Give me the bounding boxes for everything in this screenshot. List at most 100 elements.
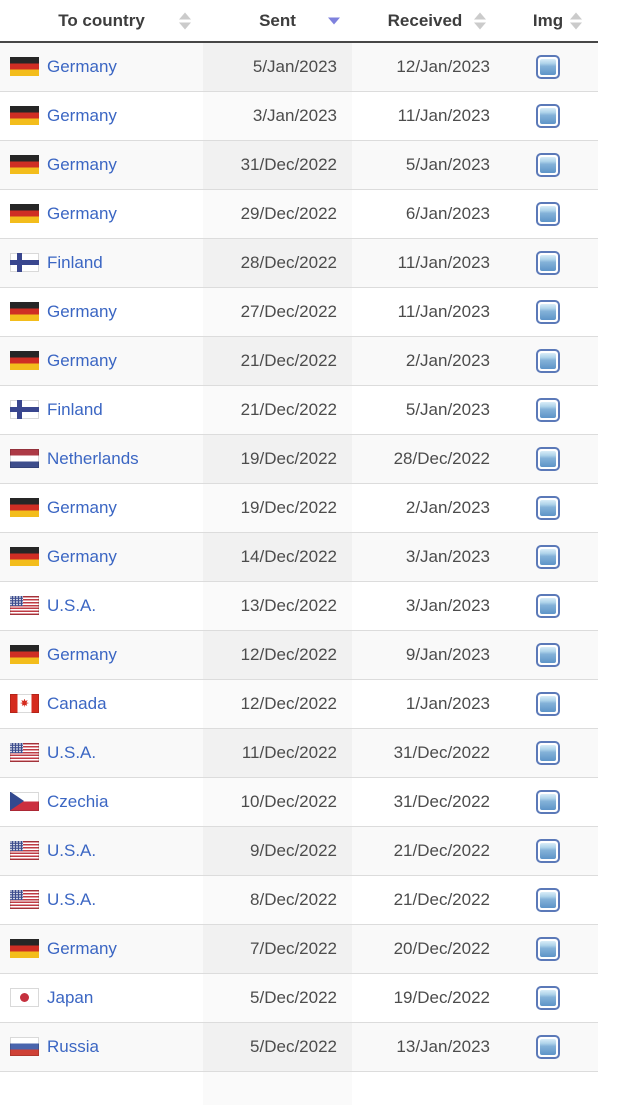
- image-thumbnail-icon[interactable]: [536, 838, 560, 863]
- image-thumbnail-icon[interactable]: [536, 593, 560, 618]
- country-link[interactable]: Finland: [47, 399, 103, 419]
- image-thumbnail-icon[interactable]: [536, 348, 560, 373]
- image-thumbnail-fill: [540, 744, 556, 761]
- column-header-to-country[interactable]: To country: [0, 0, 203, 43]
- image-thumbnail-icon[interactable]: [536, 299, 560, 324]
- country-link[interactable]: Germany: [47, 203, 117, 223]
- sent-date-cell: 29/Dec/2022: [203, 189, 352, 239]
- country-cell: Germany: [0, 189, 203, 239]
- column-header-sent[interactable]: Sent: [203, 0, 352, 43]
- image-thumbnail-icon[interactable]: [536, 54, 560, 79]
- country-link[interactable]: Finland: [47, 252, 103, 272]
- country-link[interactable]: Germany: [47, 350, 117, 370]
- image-thumbnail-icon[interactable]: [536, 789, 560, 814]
- country-flag-icon: [10, 889, 39, 909]
- country-link[interactable]: Germany: [47, 56, 117, 76]
- image-thumbnail-icon[interactable]: [536, 152, 560, 177]
- received-date-cell: 3/Jan/2023: [352, 532, 498, 582]
- records-table: To country Sent Received: [0, 0, 598, 1105]
- country-cell: Germany: [0, 532, 203, 582]
- country-link[interactable]: Japan: [47, 987, 94, 1007]
- sent-date-cell: 5/Dec/2022: [203, 1022, 352, 1072]
- received-date-cell: 21/Dec/2022: [352, 826, 498, 876]
- country-link[interactable]: Netherlands: [47, 448, 139, 468]
- image-thumbnail-icon[interactable]: [536, 1034, 560, 1059]
- country-link[interactable]: Germany: [47, 644, 117, 664]
- country-flag-icon: [10, 546, 39, 566]
- img-cell: [498, 924, 598, 974]
- country-link[interactable]: Czechia: [47, 791, 109, 811]
- table-row: Germany 31/Dec/2022 5/Jan/2023: [0, 140, 598, 190]
- image-thumbnail-icon[interactable]: [536, 642, 560, 667]
- country-cell: Germany: [0, 336, 203, 386]
- sent-date-cell: 3/Jan/2023: [203, 91, 352, 141]
- image-thumbnail-fill: [540, 254, 556, 271]
- image-thumbnail-icon[interactable]: [536, 544, 560, 569]
- country-link[interactable]: U.S.A.: [47, 840, 97, 860]
- image-thumbnail-icon[interactable]: [536, 985, 560, 1010]
- img-cell: [498, 42, 598, 92]
- country-flag-icon: [10, 1036, 39, 1056]
- country-link[interactable]: Russia: [47, 1036, 99, 1056]
- country-link[interactable]: U.S.A.: [47, 595, 97, 615]
- table-row: Finland 21/Dec/2022 5/Jan/2023: [0, 385, 598, 435]
- image-thumbnail-fill: [540, 842, 556, 859]
- country-link[interactable]: Germany: [47, 105, 117, 125]
- received-date-cell: 9/Jan/2023: [352, 630, 498, 680]
- country-flag-icon: [10, 987, 39, 1007]
- image-thumbnail-icon[interactable]: [536, 250, 560, 275]
- country-flag-icon: [10, 938, 39, 958]
- received-date-cell: 11/Jan/2023: [352, 238, 498, 288]
- country-link[interactable]: U.S.A.: [47, 742, 97, 762]
- sent-date-cell: 13/Dec/2022: [203, 581, 352, 631]
- table-row: Germany 14/Dec/2022 3/Jan/2023: [0, 532, 598, 582]
- image-thumbnail-icon[interactable]: [536, 887, 560, 912]
- country-link[interactable]: Germany: [47, 154, 117, 174]
- received-date-cell: 5/Jan/2023: [352, 385, 498, 435]
- img-cell: [498, 483, 598, 533]
- received-date-cell: 1/Jan/2023: [352, 679, 498, 729]
- image-thumbnail-icon[interactable]: [536, 201, 560, 226]
- country-link[interactable]: Germany: [47, 546, 117, 566]
- image-thumbnail-fill: [540, 450, 556, 467]
- image-thumbnail-fill: [540, 401, 556, 418]
- image-thumbnail-icon[interactable]: [536, 446, 560, 471]
- country-link[interactable]: Germany: [47, 497, 117, 517]
- column-header-img[interactable]: Img: [498, 0, 598, 43]
- image-thumbnail-icon[interactable]: [536, 740, 560, 765]
- country-cell: U.S.A.: [0, 581, 203, 631]
- sent-date-cell: 21/Dec/2022: [203, 385, 352, 435]
- sent-date-cell: 5/Jan/2023: [203, 42, 352, 92]
- image-thumbnail-icon[interactable]: [536, 103, 560, 128]
- column-header-received[interactable]: Received: [352, 0, 498, 43]
- sort-arrows-icon: [474, 12, 486, 29]
- received-date-cell: 11/Jan/2023: [352, 91, 498, 141]
- img-cell: [498, 238, 598, 288]
- country-flag-icon: [10, 301, 39, 321]
- country-link[interactable]: Germany: [47, 301, 117, 321]
- received-date-cell: 21/Dec/2022: [352, 875, 498, 925]
- country-flag-icon: [10, 350, 39, 370]
- country-link[interactable]: U.S.A.: [47, 889, 97, 909]
- received-date-cell: 5/Jan/2023: [352, 140, 498, 190]
- image-thumbnail-icon[interactable]: [536, 495, 560, 520]
- img-cell: [498, 336, 598, 386]
- img-cell: [498, 1022, 598, 1072]
- image-thumbnail-icon[interactable]: [536, 691, 560, 716]
- country-cell: Germany: [0, 483, 203, 533]
- image-thumbnail-icon[interactable]: [536, 397, 560, 422]
- country-link[interactable]: Germany: [47, 938, 117, 958]
- image-thumbnail-icon[interactable]: [536, 936, 560, 961]
- country-link[interactable]: Canada: [47, 693, 107, 713]
- table-row: Germany 3/Jan/2023 11/Jan/2023: [0, 91, 598, 141]
- table-row: Canada 12/Dec/2022 1/Jan/2023: [0, 679, 598, 729]
- sent-date-cell: 21/Dec/2022: [203, 336, 352, 386]
- country-flag-icon: [10, 154, 39, 174]
- image-thumbnail-fill: [540, 303, 556, 320]
- received-date-cell: 3/Jan/2023: [352, 581, 498, 631]
- table-header: To country Sent Received: [0, 0, 598, 43]
- image-thumbnail-fill: [540, 548, 556, 565]
- table-row: Russia 5/Dec/2022 13/Jan/2023: [0, 1022, 598, 1072]
- column-header-label: Img: [532, 10, 564, 30]
